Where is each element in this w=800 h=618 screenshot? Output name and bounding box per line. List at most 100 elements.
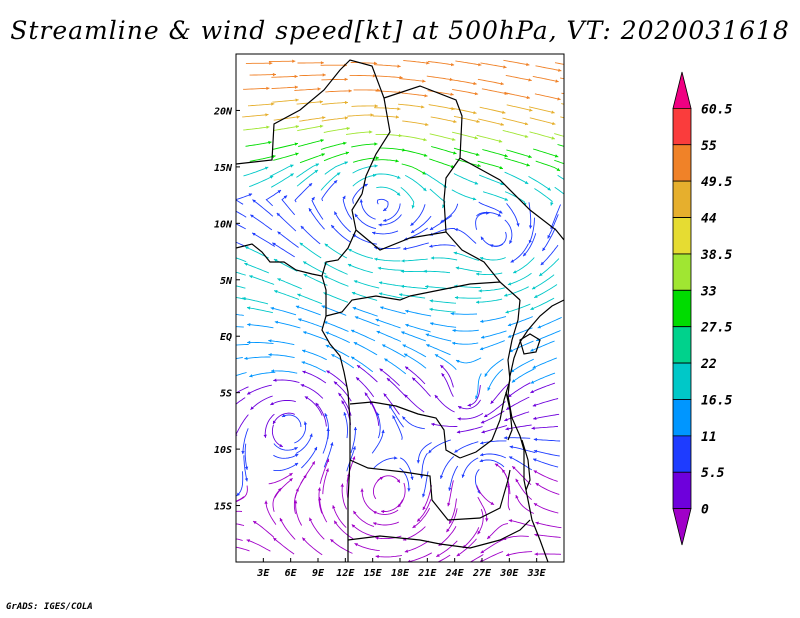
- streamline: [236, 193, 253, 205]
- y-tick-label: 10N: [214, 219, 233, 230]
- colorbar-label: 44: [701, 212, 717, 227]
- streamline-arrow: [450, 62, 455, 67]
- streamline: [487, 368, 504, 391]
- streamline: [561, 103, 564, 105]
- streamline-arrow: [528, 225, 533, 229]
- streamline: [400, 270, 428, 273]
- streamline-arrow: [428, 449, 432, 454]
- streamline: [535, 482, 560, 495]
- streamline-arrow: [317, 487, 321, 491]
- streamline: [533, 450, 560, 457]
- streamline: [507, 484, 511, 511]
- streamline-arrow: [528, 239, 532, 244]
- streamline-arrow: [515, 495, 519, 499]
- streamline-arrow: [490, 400, 494, 404]
- streamline-arrow: [498, 139, 503, 143]
- streamline: [512, 257, 535, 274]
- streamline-arrow: [490, 501, 495, 505]
- streamline: [429, 133, 456, 141]
- streamline-arrow: [431, 422, 435, 427]
- streamline: [450, 79, 477, 85]
- streamline-arrow: [378, 281, 383, 285]
- streamline: [272, 487, 282, 512]
- streamline-arrow: [425, 122, 429, 127]
- streamline: [272, 242, 295, 258]
- streamline: [373, 476, 384, 500]
- streamline-arrow: [252, 232, 256, 236]
- streamline: [482, 191, 509, 201]
- border-chad-sudan: [383, 85, 463, 233]
- streamline: [247, 103, 275, 107]
- streamline: [404, 175, 427, 192]
- streamline: [508, 456, 533, 471]
- streamline-arrow: [216, 512, 219, 515]
- streamline: [477, 496, 488, 522]
- streamline-arrow: [377, 266, 382, 270]
- streamline-arrow: [315, 163, 319, 167]
- streamline-arrow: [379, 477, 384, 480]
- streamline-arrow: [530, 306, 534, 310]
- streamline-arrow: [333, 381, 338, 385]
- streamline-arrow: [334, 520, 338, 525]
- streamline: [388, 404, 404, 428]
- streamline-arrow: [274, 320, 279, 324]
- streamline-arrow: [296, 115, 300, 119]
- streamline: [244, 443, 248, 470]
- streamline-arrow: [405, 366, 409, 370]
- streamline-arrow: [396, 192, 401, 196]
- streamline: [350, 356, 374, 373]
- streamline-arrow: [530, 348, 534, 352]
- streamline-arrow: [510, 369, 515, 373]
- streamline: [490, 383, 509, 405]
- x-tick-label: 6E: [285, 568, 298, 579]
- streamline: [528, 202, 532, 229]
- streamline-arrow: [509, 240, 513, 244]
- streamline: [557, 144, 564, 147]
- streamline-arrow: [324, 275, 328, 279]
- x-tick-label: 15E: [364, 568, 383, 579]
- streamline-arrow: [555, 79, 559, 83]
- streamline-arrow: [427, 564, 430, 567]
- streamline-arrow: [382, 344, 386, 348]
- streamline: [478, 287, 505, 292]
- streamline-arrow: [272, 154, 276, 159]
- streamline-arrow: [317, 87, 321, 91]
- streamline-arrow: [376, 412, 380, 416]
- streamline: [243, 455, 248, 482]
- streamline-arrow: [351, 356, 355, 360]
- streamline: [532, 458, 559, 468]
- streamline-arrow: [309, 433, 313, 437]
- streamline: [311, 196, 324, 220]
- colorbar-swatch: [672, 217, 692, 255]
- streamline: [462, 527, 480, 549]
- streamline-arrow: [458, 406, 462, 410]
- streamline: [348, 248, 373, 259]
- streamline-arrow: [534, 552, 538, 556]
- streamline: [401, 258, 428, 262]
- streamline: [271, 86, 299, 89]
- streamline-arrow: [511, 379, 516, 383]
- streamline-arrow: [218, 522, 221, 525]
- y-tick-label: 5S: [220, 389, 232, 400]
- streamline-arrow: [500, 82, 504, 86]
- streamline-arrow: [539, 272, 543, 276]
- streamline: [402, 120, 429, 126]
- streamline-arrow: [508, 519, 513, 523]
- streamline: [323, 292, 349, 303]
- streamline: [324, 161, 349, 175]
- streamline-arrow: [396, 479, 400, 483]
- streamline-arrow: [395, 115, 399, 119]
- streamline-arrow: [338, 392, 342, 397]
- streamline-arrow: [264, 166, 269, 170]
- streamline: [279, 517, 296, 540]
- streamline-arrow: [537, 325, 541, 329]
- streamline-arrow: [346, 126, 350, 131]
- streamline-arrow: [480, 420, 485, 424]
- streamline: [300, 225, 321, 245]
- streamline-arrow: [325, 331, 330, 335]
- streamline-arrow: [330, 539, 334, 543]
- streamline-arrow: [244, 356, 248, 360]
- streamline-arrow: [401, 259, 405, 263]
- streamline: [251, 232, 276, 247]
